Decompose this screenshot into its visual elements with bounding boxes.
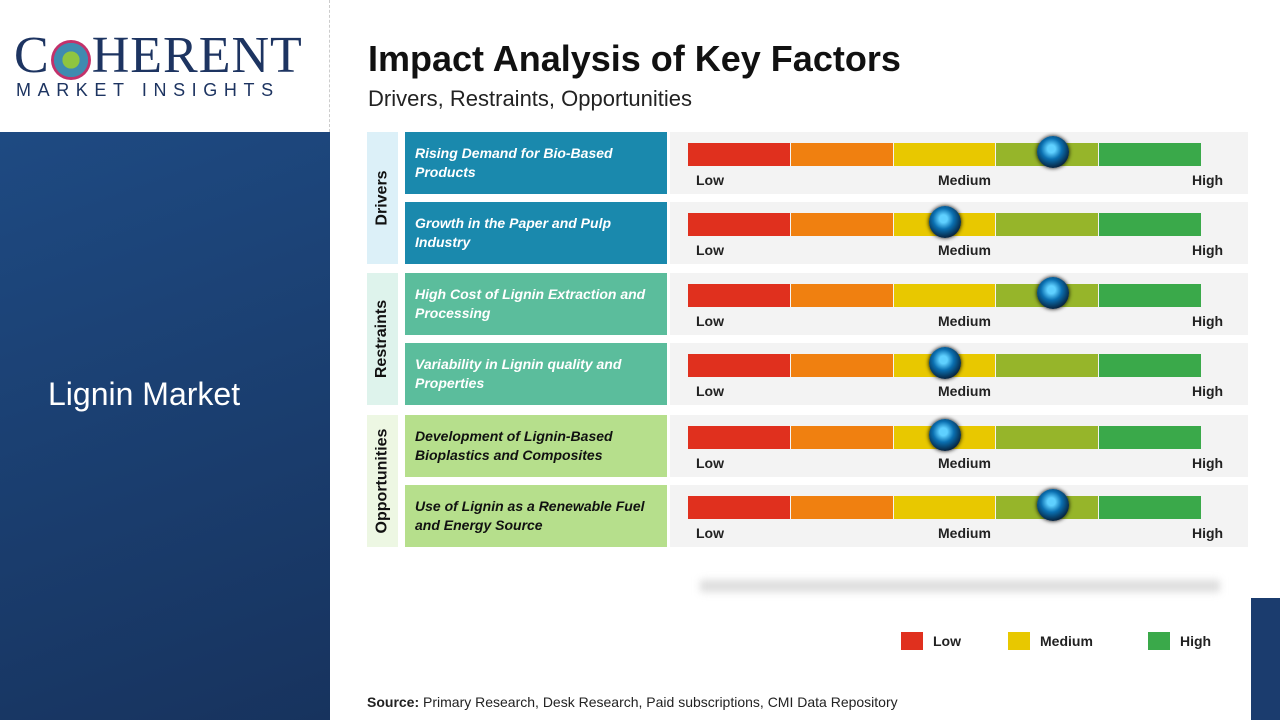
impact-level-marker (929, 347, 961, 379)
scale-segment (893, 143, 996, 166)
scale-low-label: Low (696, 525, 724, 541)
impact-scale-bar (688, 496, 1202, 519)
scale-segment (893, 496, 996, 519)
scale-segment (1099, 426, 1201, 449)
category-opportunities: Opportunities (367, 415, 398, 547)
scale-high-label: High (1192, 242, 1224, 258)
scale-segment (688, 426, 790, 449)
scale-segment (996, 426, 1099, 449)
impact-scale-bar (688, 426, 1202, 449)
scale-segment (1099, 354, 1201, 377)
scale-medium-label: Medium (938, 172, 991, 188)
scale-low-label: Low (696, 172, 724, 188)
scale-medium-label: Medium (938, 242, 991, 258)
scale-segment (893, 284, 996, 307)
scale-segment (1099, 213, 1201, 236)
sidebar: Lignin Market (0, 132, 330, 720)
scale-segment (1099, 143, 1201, 166)
factor-label: Growth in the Paper and Pulp Industry (405, 202, 667, 264)
scale-segment (996, 213, 1099, 236)
scale-low-label: Low (696, 242, 724, 258)
page-subtitle: Drivers, Restraints, Opportunities (368, 86, 692, 111)
scale-segment (790, 213, 893, 236)
category-label: Restraints (373, 299, 391, 379)
scale-high-label: High (1192, 383, 1224, 399)
category-label: Opportunities (373, 428, 391, 534)
logo-tagline: MARKET INSIGHTS (16, 80, 280, 100)
scale-segment (1099, 284, 1201, 307)
impact-level-marker (1036, 136, 1069, 168)
scale-segment (1099, 496, 1201, 519)
scale-high-label: High (1192, 525, 1224, 541)
scale-segment (790, 426, 893, 449)
impact-level-marker (1036, 277, 1069, 309)
legend-swatch (901, 632, 923, 650)
scale-segment (790, 143, 893, 166)
impact-meter: Low Medium High (670, 132, 1248, 194)
scale-segment (688, 284, 790, 307)
impact-meter: Low Medium High (670, 273, 1248, 335)
factor-label: Rising Demand for Bio-Based Products (405, 132, 667, 194)
impact-level-marker (1036, 489, 1069, 521)
market-title: Lignin Market (48, 376, 241, 412)
impact-meter: Low Medium High (670, 343, 1248, 405)
logo-wordmark: C HERENT (14, 27, 303, 84)
scale-segment (996, 354, 1099, 377)
scale-medium-label: Medium (938, 525, 991, 541)
scale-high-label: High (1192, 455, 1224, 471)
impact-level-marker (929, 419, 961, 451)
scale-segment (790, 496, 893, 519)
impact-scale-bar (688, 284, 1202, 307)
scale-segment (688, 496, 790, 519)
corner-block (1251, 598, 1280, 720)
scale-segment (688, 143, 790, 166)
factor-label: Use of Lignin as a Renewable Fuel and En… (405, 485, 667, 547)
scale-segment (790, 284, 893, 307)
shadow (700, 580, 1220, 592)
scale-segment (790, 354, 893, 377)
impact-level-marker (929, 206, 961, 238)
source-note: Source: Primary Research, Desk Research,… (367, 694, 898, 710)
impact-meter: Low Medium High (670, 415, 1248, 477)
scale-medium-label: Medium (938, 455, 991, 471)
logo: C HERENT MARKET INSIGHTS (0, 0, 330, 132)
category-drivers: Drivers (367, 132, 398, 264)
factor-label: Variability in Lignin quality and Proper… (405, 343, 667, 405)
category-label: Drivers (373, 170, 391, 226)
scale-low-label: Low (696, 383, 724, 399)
legend-swatch (1148, 632, 1170, 650)
scale-medium-label: Medium (938, 313, 991, 329)
legend-low: Low (901, 632, 961, 650)
factor-label: Development of Lignin-Based Bioplastics … (405, 415, 667, 477)
impact-meter: Low Medium High (670, 485, 1248, 547)
scale-low-label: Low (696, 455, 724, 471)
factor-label: High Cost of Lignin Extraction and Proce… (405, 273, 667, 335)
category-restraints: Restraints (367, 273, 398, 405)
scale-high-label: High (1192, 172, 1224, 188)
legend-swatch (1008, 632, 1030, 650)
scale-medium-label: Medium (938, 383, 991, 399)
scale-segment (688, 213, 790, 236)
scale-segment (688, 354, 790, 377)
legend-medium: Medium (1008, 632, 1093, 650)
impact-meter: Low Medium High (670, 202, 1248, 264)
impact-scale-bar (688, 143, 1202, 166)
globe-icon (50, 40, 91, 81)
legend-high: High (1148, 632, 1211, 650)
scale-high-label: High (1192, 313, 1224, 329)
impact-scale-bar (688, 354, 1202, 377)
scale-low-label: Low (696, 313, 724, 329)
page-title: Impact Analysis of Key Factors (368, 38, 901, 79)
